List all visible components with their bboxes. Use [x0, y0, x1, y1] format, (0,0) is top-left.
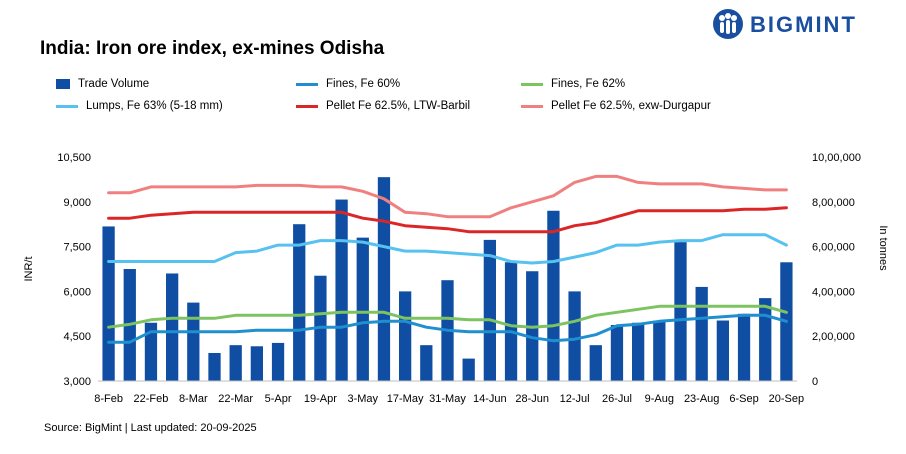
bar-trade-volume — [759, 298, 772, 381]
bar-trade-volume — [547, 210, 560, 381]
chart-legend: Trade Volume Fines, Fe 60% Fines, Fe 62% Lu… — [56, 78, 836, 118]
bar-trade-volume — [653, 320, 666, 381]
x-tick-label: 28-Jun — [515, 393, 549, 405]
x-tick-label: 5-Apr — [265, 393, 292, 405]
line-pellet-fe-62-5-ltw-barbil — [107, 206, 788, 234]
x-tick-label: 3-May — [347, 393, 378, 405]
x-tick-label: 12-Jul — [560, 393, 590, 405]
bar-trade-volume — [462, 358, 475, 381]
bar-trade-volume — [695, 286, 708, 381]
x-tick-label: 8-Feb — [94, 393, 123, 405]
y-tick-label: 4,500 — [63, 331, 91, 343]
y-tick-label: 3,000 — [63, 376, 91, 388]
bigmint-logo-icon — [713, 9, 743, 39]
bar-trade-volume — [102, 226, 115, 381]
legend-label: Pellet Fe 62.5%, exw-Durgapur — [551, 100, 711, 112]
bar-trade-volume — [716, 320, 730, 381]
bar-trade-volume — [737, 313, 751, 381]
x-tick-label: 17-May — [387, 393, 424, 405]
legend-swatch — [296, 82, 318, 86]
legend-label: Lumps, Fe 63% (5-18 mm) — [86, 100, 223, 112]
y2-tick-label: 4,00,000 — [812, 286, 855, 298]
bar-trade-volume — [483, 239, 497, 381]
legend-label: Pellet Fe 62.5%, LTW-Barbil — [326, 100, 471, 112]
bar-trade-volume — [229, 345, 242, 381]
legend-label: Fines, Fe 62% — [551, 78, 626, 90]
legend-swatch — [56, 79, 70, 89]
x-tick-label: 20-Sep — [769, 393, 804, 405]
x-tick-label: 19-Apr — [304, 393, 337, 405]
y2-tick-label: 10,00,000 — [812, 152, 861, 164]
bar-trade-volume — [208, 353, 221, 381]
y-tick-label: 7,500 — [63, 242, 91, 254]
x-tick-label: 22-Feb — [134, 393, 169, 405]
bar-trade-volume — [420, 345, 433, 381]
bar-trade-volume — [335, 199, 348, 381]
bar-trade-volume — [144, 322, 158, 381]
x-tick-label: 23-Aug — [684, 393, 719, 405]
y2-tick-label: 2,00,000 — [812, 331, 855, 343]
x-tick-label: 31-May — [429, 393, 466, 405]
bar-trade-volume — [356, 237, 369, 381]
source-note: Source: BigMint | Last updated: 20-09-20… — [44, 422, 257, 434]
bar-trade-volume — [271, 342, 285, 381]
legend-item: Lumps, Fe 63% (5-18 mm) — [56, 100, 223, 112]
line-fines-fe-62 — [107, 304, 788, 329]
bar-trade-volume — [398, 291, 412, 381]
x-tick-label: 8-Mar — [179, 393, 208, 405]
y2-tick-label: 0 — [812, 376, 818, 388]
bar-trade-volume — [165, 273, 179, 381]
legend-item: Pellet Fe 62.5%, exw-Durgapur — [521, 100, 711, 112]
legend-item: Fines, Fe 62% — [521, 78, 625, 90]
x-tick-label: 26-Jul — [602, 393, 632, 405]
legend-swatch — [56, 104, 78, 108]
bar-trade-volume — [631, 322, 645, 381]
line-fines-fe-60 — [107, 313, 788, 344]
legend-swatch — [296, 104, 318, 108]
line-pellet-fe-62-5-exw-durgapur — [107, 174, 788, 219]
legend-item: Fines, Fe 60% — [296, 78, 400, 90]
legend-item: Trade Volume — [56, 78, 149, 90]
bar-trade-volume — [187, 302, 200, 381]
line-lumps-fe-63-5-18-mm — [107, 233, 788, 265]
bar-trade-volume — [377, 177, 391, 381]
legend-swatch — [521, 104, 543, 108]
x-tick-label: 14-Jun — [473, 393, 507, 405]
brand-name: BIGMINT — [750, 12, 857, 37]
chart-title: India: Iron ore index, ex-mines Odisha — [40, 38, 385, 59]
bar-trade-volume — [504, 262, 518, 381]
x-tick-label: 6-Sep — [729, 393, 758, 405]
y-tick-label: 10,500 — [57, 152, 91, 164]
bar-trade-volume — [674, 242, 687, 381]
y2-axis-title: In tonnes — [877, 225, 889, 271]
y2-tick-label: 6,00,000 — [812, 242, 855, 254]
legend-item: Pellet Fe 62.5%, LTW-Barbil — [296, 100, 470, 112]
x-tick-label: 22-Mar — [218, 393, 253, 405]
y-tick-label: 9,000 — [63, 197, 91, 209]
legend-label: Fines, Fe 60% — [326, 78, 401, 90]
x-tick-label: 9-Aug — [645, 393, 674, 405]
y-axis-title: INR/t — [23, 256, 35, 281]
bar-trade-volume — [568, 291, 581, 381]
bar-trade-volume — [589, 345, 602, 381]
y2-tick-label: 8,00,000 — [812, 197, 855, 209]
bar-trade-volume — [293, 224, 306, 381]
bigmint-logo: BIGMINT — [712, 8, 882, 40]
y-tick-label: 6,000 — [63, 286, 91, 298]
bar-trade-volume — [250, 346, 264, 381]
legend-label: Trade Volume — [78, 78, 150, 90]
legend-swatch — [521, 82, 543, 86]
bar-trade-volume — [610, 325, 624, 381]
